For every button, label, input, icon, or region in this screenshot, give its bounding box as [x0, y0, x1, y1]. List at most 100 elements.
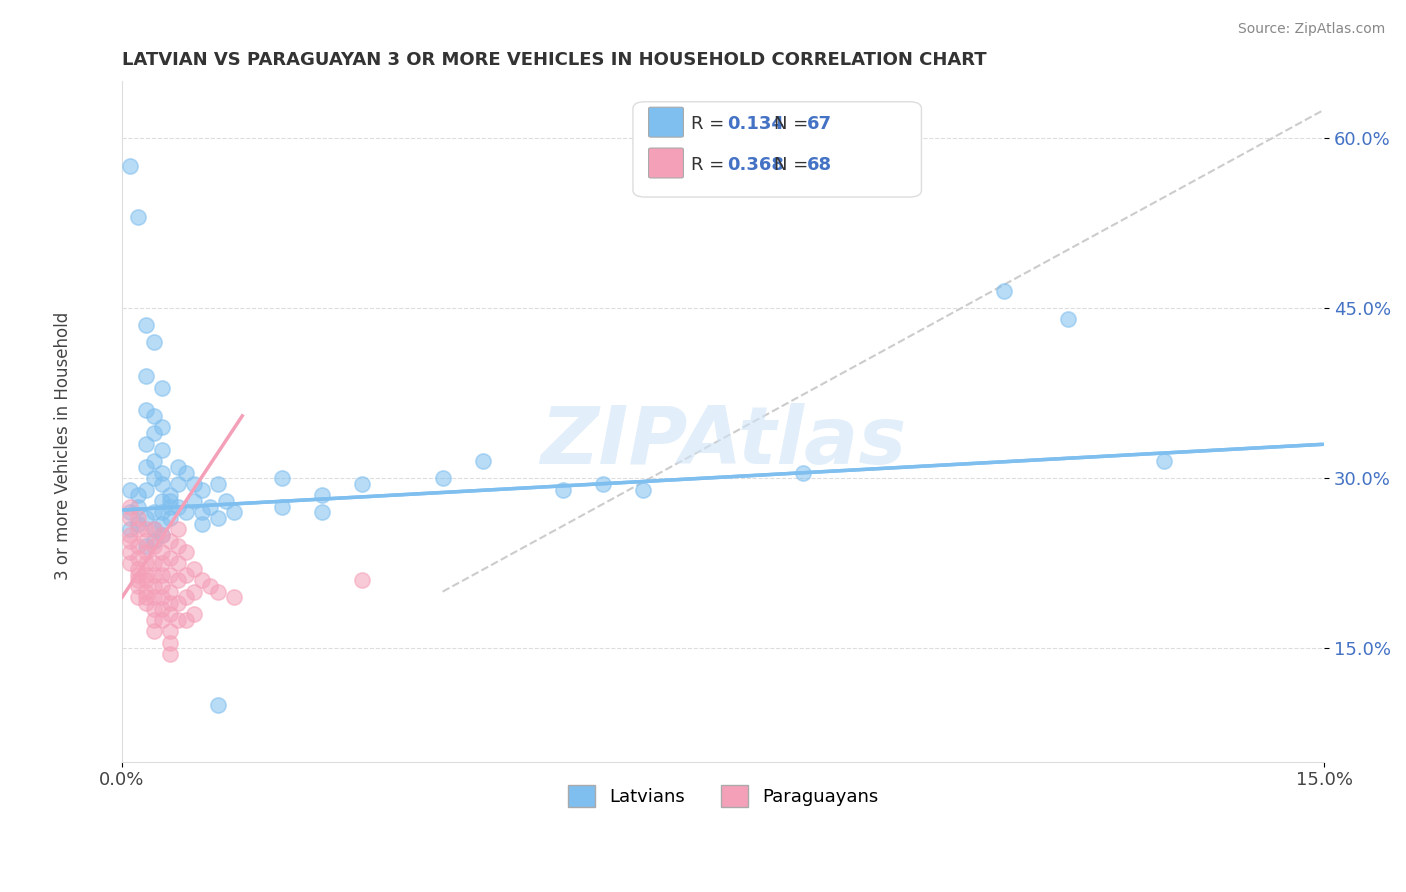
Point — [167, 522, 190, 536]
Text: 3 or more Vehicles in Household: 3 or more Vehicles in Household — [55, 312, 72, 580]
Point — [191, 516, 214, 531]
Point — [271, 500, 294, 514]
Point — [352, 574, 374, 588]
Point — [120, 522, 142, 536]
Text: LATVIAN VS PARAGUAYAN 3 OR MORE VEHICLES IN HOUSEHOLD CORRELATION CHART: LATVIAN VS PARAGUAYAN 3 OR MORE VEHICLES… — [122, 51, 987, 69]
Point — [143, 522, 166, 536]
Point — [159, 500, 181, 514]
Point — [174, 545, 197, 559]
Point — [127, 550, 149, 565]
Point — [432, 471, 454, 485]
Point — [120, 511, 142, 525]
Point — [143, 624, 166, 639]
Point — [191, 574, 214, 588]
Point — [135, 584, 157, 599]
Point — [127, 488, 149, 502]
Text: 0.134: 0.134 — [727, 115, 783, 134]
Point — [159, 647, 181, 661]
Point — [127, 579, 149, 593]
Point — [167, 539, 190, 553]
Point — [159, 533, 181, 548]
Text: N =: N = — [773, 156, 814, 174]
Point — [143, 425, 166, 440]
Text: R =: R = — [690, 115, 730, 134]
Point — [183, 477, 205, 491]
Point — [127, 574, 149, 588]
Point — [143, 454, 166, 468]
Point — [167, 477, 190, 491]
Point — [143, 522, 166, 536]
Point — [592, 477, 614, 491]
Point — [143, 613, 166, 627]
Point — [127, 539, 149, 553]
Point — [183, 562, 205, 576]
Point — [135, 483, 157, 497]
Point — [135, 533, 157, 548]
Point — [167, 557, 190, 571]
Point — [174, 567, 197, 582]
Point — [127, 562, 149, 576]
Point — [174, 505, 197, 519]
Point — [191, 483, 214, 497]
Point — [150, 528, 173, 542]
Point — [150, 420, 173, 434]
FancyBboxPatch shape — [633, 102, 921, 197]
Point — [150, 579, 173, 593]
Point — [127, 522, 149, 536]
Point — [352, 477, 374, 491]
Text: 67: 67 — [807, 115, 832, 134]
Point — [167, 596, 190, 610]
Point — [143, 601, 166, 615]
Point — [127, 567, 149, 582]
Point — [143, 557, 166, 571]
Point — [311, 488, 333, 502]
Point — [135, 591, 157, 605]
Point — [271, 471, 294, 485]
Legend: Latvians, Paraguayans: Latvians, Paraguayans — [561, 778, 886, 814]
Point — [993, 284, 1015, 298]
Point — [1056, 312, 1078, 326]
Point — [150, 591, 173, 605]
Point — [135, 522, 157, 536]
Point — [135, 574, 157, 588]
Point — [150, 466, 173, 480]
Point — [150, 516, 173, 531]
Text: R =: R = — [690, 156, 730, 174]
Point — [135, 539, 157, 553]
Point — [207, 584, 229, 599]
FancyBboxPatch shape — [648, 107, 683, 137]
Point — [150, 557, 173, 571]
Point — [150, 442, 173, 457]
Point — [127, 591, 149, 605]
Point — [150, 613, 173, 627]
Point — [143, 539, 166, 553]
Point — [150, 505, 173, 519]
Point — [311, 505, 333, 519]
Point — [159, 624, 181, 639]
Point — [159, 567, 181, 582]
Point — [120, 528, 142, 542]
Point — [191, 505, 214, 519]
Point — [135, 596, 157, 610]
Point — [200, 500, 222, 514]
Point — [127, 500, 149, 514]
Point — [224, 505, 246, 519]
Point — [471, 454, 494, 468]
Point — [120, 545, 142, 559]
Point — [120, 505, 142, 519]
Point — [143, 567, 166, 582]
Point — [135, 511, 157, 525]
Point — [143, 409, 166, 423]
Point — [150, 494, 173, 508]
Point — [167, 500, 190, 514]
Point — [150, 380, 173, 394]
Point — [159, 636, 181, 650]
Point — [159, 584, 181, 599]
Point — [183, 607, 205, 622]
Point — [551, 483, 574, 497]
Point — [120, 533, 142, 548]
Point — [135, 318, 157, 333]
Point — [207, 477, 229, 491]
Point — [183, 584, 205, 599]
Point — [159, 494, 181, 508]
